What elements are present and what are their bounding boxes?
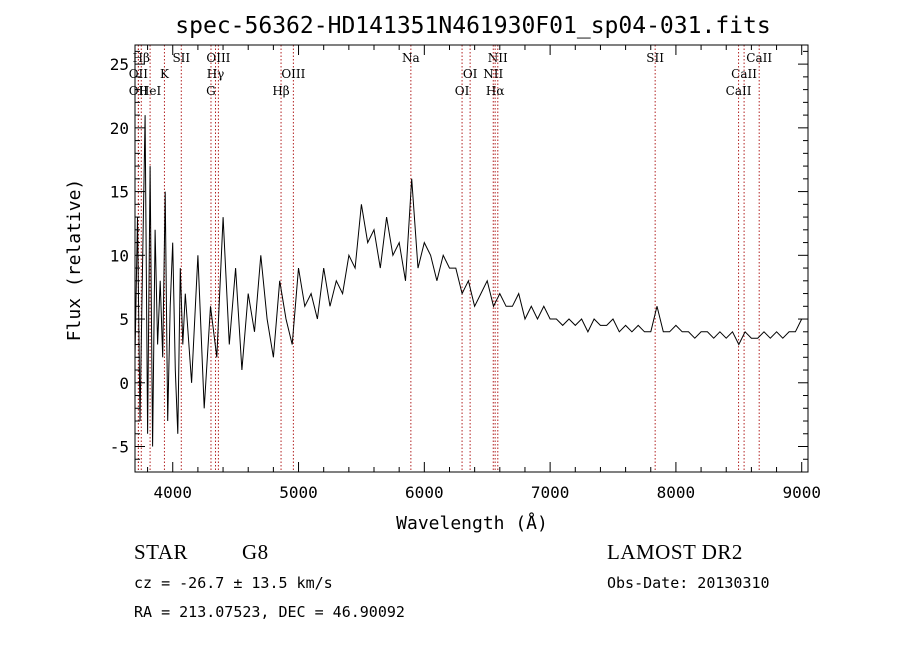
y-tick-label-0: -5 [110,438,129,457]
marker-label-9: Hβ [272,84,289,98]
y-axis-ticks: -5 0 5 10 15 20 25 [110,50,808,460]
marker-label-16: Hα [486,84,505,98]
x-tick-label-5: 9000 [782,483,821,502]
object-subclass: G8 [242,540,269,564]
marker-label-8: G [206,84,216,98]
x-axis-ticks: 4000 5000 6000 7000 8000 9000 [147,45,821,502]
marker-label-17: SII [646,51,664,65]
marker-label-0: Hβ [133,51,150,65]
marker-label-12: OI [463,67,478,81]
y-tick-label-6: 25 [110,55,129,74]
x-tick-label-4: 8000 [657,483,696,502]
marker-label-2: OII [129,84,149,98]
marker-label-11: Na [402,51,420,65]
y-tick-label-5: 20 [110,119,129,138]
x-tick-label-1: 5000 [279,483,318,502]
y-tick-label-2: 5 [119,310,129,329]
marker-label-13: OI [455,84,470,98]
redshift-velocity: cz = -26.7 ± 13.5 km/s [134,574,333,592]
marker-label-14: NII [488,51,508,65]
y-tick-label-3: 10 [110,246,129,265]
marker-label-3: HeI [139,84,162,98]
chart-title: spec-56362-HD141351N461930F01_sp04-031.f… [175,13,770,39]
object-class: STAR [134,540,188,564]
survey-name: LAMOST DR2 [607,540,743,564]
marker-label-6: OIII [206,51,230,65]
spectrum-line [134,115,803,447]
marker-label-20: CaII [726,84,752,98]
y-tick-label-4: 15 [110,183,129,202]
marker-label-5: SII [172,51,190,65]
marker-label-18: CaII [746,51,772,65]
x-axis-label: Wavelength (Å) [396,512,548,534]
x-tick-label-2: 6000 [405,483,444,502]
marker-label-7: Hγ [207,67,225,81]
observation-date: Obs-Date: 20130310 [607,574,770,592]
marker-label-4: K [160,67,170,81]
marker-label-19: CaII [731,67,757,81]
marker-label-10: OIII [281,67,305,81]
y-axis-label: Flux (relative) [64,179,85,342]
x-tick-label-0: 4000 [153,483,192,502]
y-tick-label-1: 0 [119,374,129,393]
marker-label-15: NII [483,67,503,81]
plot-frame [134,44,809,473]
x-tick-label-3: 7000 [531,483,570,502]
spectrum-series [134,115,803,447]
coordinates: RA = 213.07523, DEC = 46.90092 [134,603,405,621]
